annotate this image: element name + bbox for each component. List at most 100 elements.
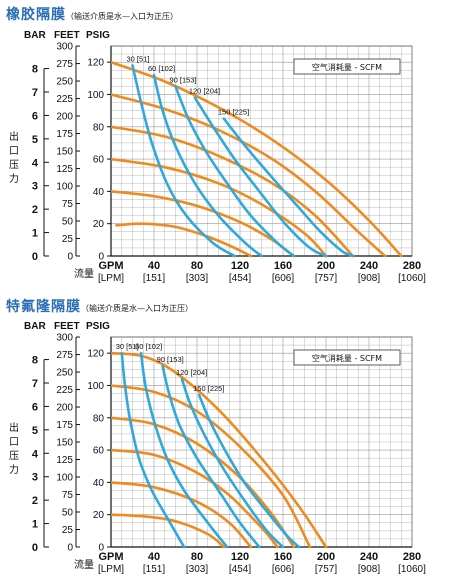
x-sub-tick-label: [606] [272,273,294,284]
side-label-char: 力 [9,172,19,185]
x-sub-tick-label: [757] [315,564,337,575]
feet-tick-label: 250 [56,77,73,88]
feet-tick-label: 25 [62,525,74,536]
performance-chart-rubber: BAR FEET PSIG02040608010012002550751001251… [9,30,426,284]
psig-axis-header: PSIG [86,30,110,41]
psig-tick-label: 80 [93,413,105,424]
psig-tick-label: 20 [93,219,105,230]
bar-tick-label: 6 [32,401,38,413]
section-title-main: 特氟隆隔膜 [6,299,81,315]
x-sub-tick-label: [454] [229,564,251,575]
feet-axis-header: FEET [54,30,80,41]
x-sub-tick-label: [1060] [398,564,426,575]
air-curve-label: 90 [153] [157,355,184,364]
section-title-rubber: 橡胶隔膜（输送介质是水—入口为正压） [6,4,178,24]
bar-tick-label: 0 [32,251,38,263]
x-sub-tick-label: [LPM] [98,273,124,284]
x-sub-tick-label: [1060] [398,273,426,284]
pressure-curve [111,513,226,549]
side-label-char: 口 [9,437,19,448]
x-sub-tick-label: [606] [272,564,294,575]
psig-tick-label: 60 [93,155,105,166]
x-tick-label: GPM [98,260,123,272]
feet-tick-label: 275 [56,350,73,361]
x-tick-label: 120 [231,551,249,563]
pressure-curve [111,351,328,549]
legend-box [293,58,401,75]
x-tick-label: 200 [317,551,335,563]
side-label-char: 力 [9,463,19,476]
psig-tick-label: 100 [87,381,104,392]
feet-tick-label: 175 [56,420,73,431]
feet-tick-label: 0 [67,252,73,263]
pressure-curve [115,222,253,258]
air-curve-label: 150 [225] [218,108,249,117]
section-title-main: 橡胶隔膜 [6,7,66,23]
bar-tick-label: 8 [32,64,38,76]
side-label-char: 出 [9,421,19,434]
feet-tick-label: 125 [56,455,73,466]
feet-tick-label: 300 [56,42,73,53]
section-subtitle: （输送介质是水—入口为正压） [66,12,178,21]
psig-tick-label: 120 [87,349,104,360]
legend-label: 空气消耗量 - SCFM [312,62,382,72]
psig-axis-header: PSIG [86,321,110,332]
feet-tick-label: 175 [56,129,73,140]
feet-tick-label: 100 [56,473,73,484]
feet-tick-label: 275 [56,59,73,70]
air-curve-label: 60 [102] [135,342,162,351]
x-sub-tick-label: [303] [186,273,208,284]
feet-tick-label: 0 [67,543,73,554]
bar-tick-label: 5 [32,425,38,437]
bar-tick-label: 4 [32,157,39,169]
bar-tick-label: 3 [32,181,38,193]
psig-tick-label: 120 [87,58,104,69]
air-curve-label: 120 [204] [176,368,207,377]
x-tick-label: 40 [148,551,160,563]
bar-tick-label: 0 [32,542,38,554]
feet-tick-label: 50 [62,508,74,519]
x-sub-tick-label: [908] [358,273,380,284]
legend-box [293,349,401,366]
x-tick-label: 280 [403,551,421,563]
x-sub-tick-label: [151] [143,273,165,284]
air-consumption-curve [139,351,229,549]
side-label-char: 口 [9,146,19,157]
bar-tick-label: 3 [32,472,38,484]
air-curve-label: 30 [51] [116,342,139,351]
psig-tick-label: 100 [87,90,104,101]
feet-tick-label: 150 [56,147,73,158]
air-curve-label: 60 [102] [148,64,175,73]
pressure-curve [111,125,355,258]
psig-tick-label: 40 [93,187,105,198]
bar-tick-label: 7 [32,378,38,390]
x-tick-label: 80 [191,551,203,563]
air-consumption-curve [131,64,236,258]
feet-tick-label: 300 [56,333,73,344]
x-sub-tick-label: [908] [358,564,380,575]
bar-tick-label: 1 [32,519,38,531]
x-tick-label: 160 [274,260,292,272]
x-tick-label: 80 [191,260,203,272]
air-curve-label: 30 [51] [127,54,150,63]
x-tick-label: 120 [231,260,249,272]
psig-tick-label: 20 [93,510,105,521]
psig-tick-label: 40 [93,478,105,489]
air-consumption-curve [174,85,296,258]
air-consumption-curve [193,96,328,258]
flow-label: 流量 [74,267,94,280]
feet-tick-label: 125 [56,164,73,175]
pressure-curve [111,384,312,549]
bar-axis-header: BAR [24,321,46,332]
air-consumption-curve [197,393,301,549]
feet-axis-header: FEET [54,321,80,332]
feet-tick-label: 100 [56,182,73,193]
psig-tick-label: 80 [93,122,105,133]
feet-tick-label: 50 [62,217,74,228]
x-tick-label: GPM [98,551,123,563]
air-consumption-curve [120,351,186,549]
air-curve-label: 150 [225] [193,384,224,393]
x-sub-tick-label: [303] [186,564,208,575]
bar-tick-label: 1 [32,228,38,240]
feet-tick-label: 200 [56,112,73,123]
